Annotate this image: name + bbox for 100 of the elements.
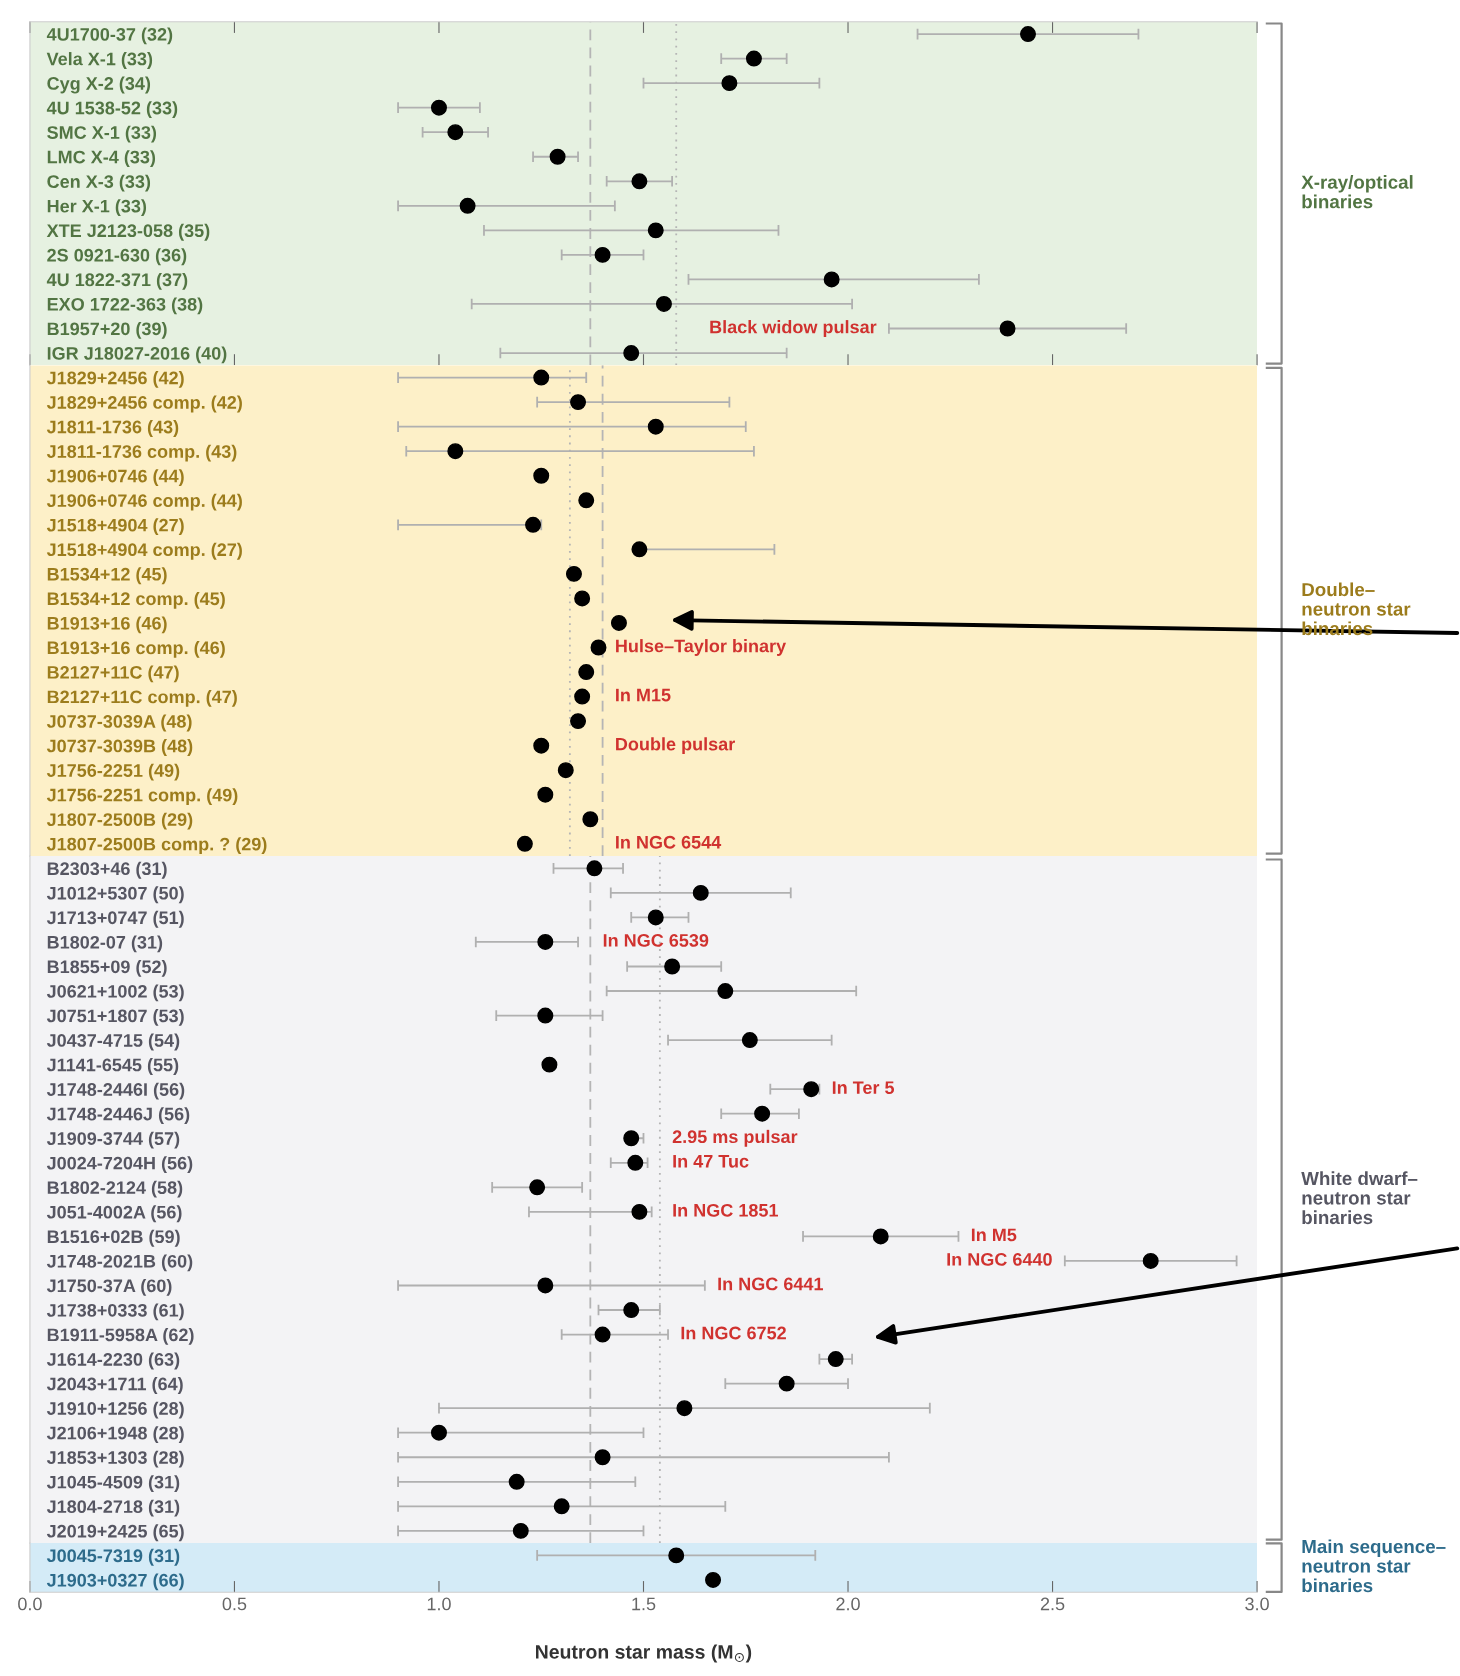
x-tick-label: 1.5 [632,1597,656,1611]
x-tick-label: 2.0 [836,1597,860,1611]
point [537,933,554,950]
point [664,958,681,975]
point [631,173,648,190]
annotation: Double pulsar [616,737,735,755]
point [516,835,533,852]
y-tick-label: B1913+16 comp. (46) [47,640,225,658]
point [459,197,476,214]
point [717,983,734,1000]
y-tick-label: Cyg X-2 (34) [47,76,151,94]
y2-axis-title: White dwarf– neutron star binaries [1301,1171,1418,1225]
y-tick-label: XTE J2123-058 (35) [46,223,210,241]
point [537,1277,554,1294]
y2-axis-title: Double– neutron star binaries [1302,582,1411,636]
point [655,295,672,312]
y-tick-label: J0045-7319 (31) [46,1548,180,1566]
y-tick-label: 4U 1538-52 (33) [46,101,178,118]
point [1020,26,1036,43]
point [447,124,464,141]
point [537,1007,554,1024]
x-tick-label: 0.0 [18,1597,42,1611]
y-tick-label: B2127+11C (47) [47,665,179,683]
y-tick-label: J1141-6545 (55) [46,1058,179,1075]
point [541,1056,558,1073]
y-tick-label: J1756-2251 comp. (49) [46,788,238,806]
y-tick-label: J1829+2456 (42) [46,371,184,388]
point [692,884,709,901]
y-tick-label: J1738+0333 (61) [46,1303,184,1321]
point [578,492,595,509]
y-tick-label: B1913+16 (46) [47,616,167,634]
point [623,1130,640,1147]
annotation: In NGC 6752 [681,1326,786,1340]
point [627,1154,644,1171]
annotation: In Ter 5 [832,1081,895,1095]
annotation: Hulse–Taylor binary [616,639,787,656]
y-tick-label: B2303+46 (31) [47,861,167,879]
point [533,467,550,484]
y-tick-label: J0737-3039A (48) [46,714,192,732]
annotation: In 47 Tuc [673,1155,749,1168]
point [827,1351,844,1368]
y-tick-label: B1802-2124 (58) [47,1180,183,1198]
y-tick-label: Cen X-3 (33) [47,174,151,192]
y-tick-label: Her X-1 (33) [47,199,147,217]
y-tick-label: J051-4002A (56) [46,1205,182,1223]
point [574,688,591,705]
point [594,1326,611,1343]
y2-axis-title: Main sequence– neutron star binaries [1302,1539,1446,1593]
point [570,394,587,411]
point [872,1228,889,1245]
point [594,246,611,263]
y-tick-label: J0437-4715 (54) [46,1033,180,1051]
y-tick-label: J1903+0327 (66) [46,1573,184,1591]
point [574,590,591,607]
annotation: In NGC 1851 [673,1203,778,1217]
annotation: In NGC 6544 [616,835,722,849]
y-tick-label: J2106+1948 (28) [46,1426,184,1443]
point [590,639,607,656]
y-tick-label: B1957+20 (39) [47,321,167,339]
x-tick-label: 1.0 [427,1597,451,1611]
point [570,713,587,730]
point [741,1032,758,1049]
annotation: In M5 [971,1228,1017,1242]
y-tick-label: B1911-5958A (62) [47,1328,194,1345]
point [631,541,648,558]
y-tick-label: B2127+11C comp. (47) [47,690,237,707]
point [803,1081,820,1098]
point [631,1203,648,1220]
point [676,1400,693,1417]
y-tick-label: LMC X-4 (33) [47,150,156,168]
annotation: In NGC 6440 [947,1253,1052,1266]
y-tick-label: 4U 1822-371 (37) [46,272,188,290]
point [623,345,640,362]
point [430,99,447,116]
y-tick-label: J1748-2446J (56) [46,1107,190,1124]
x-axis-title: Neutron star mass (M$_{⊙}$) [536,1644,752,1663]
point [565,565,582,582]
y-tick-label: J1807-2500B (29) [46,812,193,830]
y-tick-label: 4U1700-37 (32) [46,27,173,45]
annotation: In NGC 6539 [603,934,709,947]
y-tick-label: J1807-2500B comp. ? (29) [46,837,267,855]
y-tick-label: J1012+5307 (50) [46,886,184,904]
annotation: In NGC 6441 [718,1277,823,1291]
y-tick-label: J1518+4904 (27) [46,518,184,536]
y-tick-label: B1534+12 (45) [47,567,167,585]
point [508,1473,525,1490]
point [754,1105,771,1122]
y-tick-label: B1802-07 (31) [47,935,163,953]
point [745,50,762,67]
annotation: 2.95 ms pulsar [672,1129,798,1147]
y2-axis-title: X-ray/optical binaries [1301,175,1413,209]
y-tick-label: J1045-4509 (31) [46,1475,180,1493]
y-tick-label: J1713+0747 (51) [46,910,184,928]
point [594,1449,611,1466]
y-tick-label: 2S 0921-630 (36) [47,248,187,266]
y-tick-label: J1829+2456 comp. (42) [46,395,242,413]
point [525,516,542,533]
y-tick-label: J1910+1256 (28) [46,1401,184,1419]
point [610,614,627,631]
y-tick-label: J2043+1711 (64) [46,1377,183,1394]
